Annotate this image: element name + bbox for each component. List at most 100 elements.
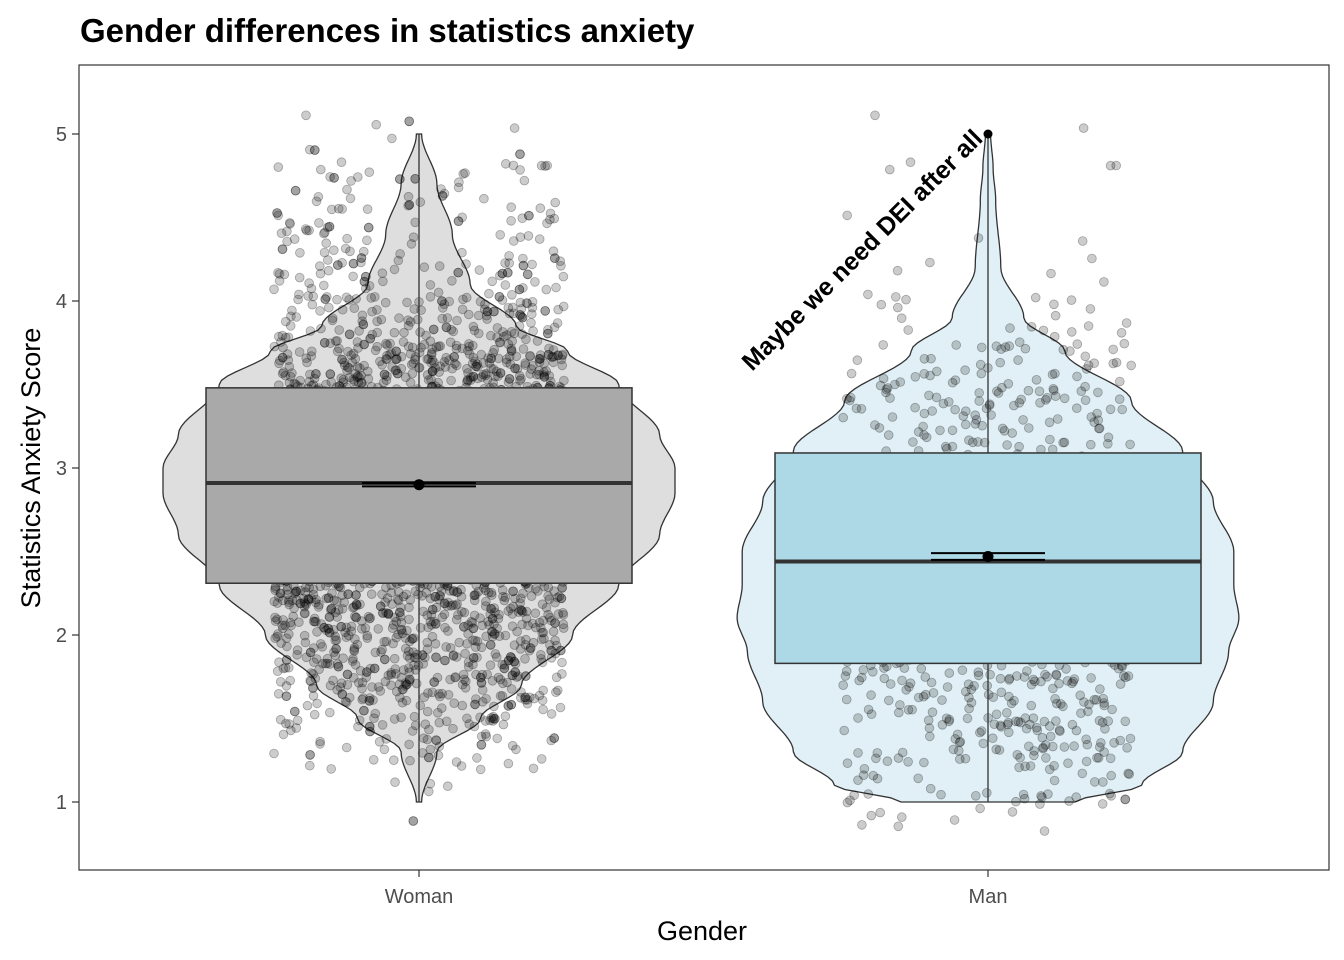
data-point <box>925 257 935 268</box>
data-point <box>1045 721 1055 731</box>
data-point <box>276 638 286 648</box>
data-point <box>558 610 569 620</box>
data-point <box>1040 740 1051 750</box>
data-point <box>1035 799 1045 809</box>
data-point <box>273 210 284 221</box>
data-point <box>331 644 341 654</box>
data-point <box>470 642 481 652</box>
data-point <box>489 628 500 639</box>
data-point <box>1002 440 1012 450</box>
data-point <box>928 688 939 698</box>
data-point <box>386 669 397 680</box>
data-point <box>404 200 415 210</box>
data-point <box>504 374 515 384</box>
data-point <box>314 218 324 228</box>
data-point <box>927 707 938 717</box>
data-point <box>275 676 286 687</box>
data-point <box>1067 327 1077 337</box>
data-point <box>474 265 485 275</box>
data-point <box>475 613 485 623</box>
data-point <box>346 626 357 636</box>
data-point <box>475 672 486 683</box>
data-point <box>516 605 527 616</box>
data-point <box>462 377 472 387</box>
data-point <box>348 258 359 269</box>
data-point <box>365 663 376 674</box>
data-point <box>306 346 317 357</box>
data-point <box>503 606 514 616</box>
data-point <box>493 371 503 382</box>
data-point <box>277 623 288 634</box>
y-axis: 1 2 3 4 5 <box>56 124 79 814</box>
data-point <box>363 222 374 233</box>
data-point <box>292 649 302 660</box>
data-point <box>301 110 311 121</box>
data-point <box>557 582 567 593</box>
data-point <box>397 697 408 708</box>
data-point <box>540 306 550 316</box>
data-point <box>426 374 436 385</box>
data-point <box>332 260 343 270</box>
data-point <box>328 245 339 256</box>
data-point <box>523 231 534 241</box>
data-point <box>1065 346 1075 356</box>
data-point <box>404 739 414 750</box>
data-point <box>494 291 505 302</box>
data-point <box>457 212 468 223</box>
data-point <box>391 365 401 376</box>
data-point <box>1007 428 1017 438</box>
data-point <box>332 260 343 270</box>
data-point <box>315 306 325 316</box>
data-point <box>319 227 330 238</box>
data-point <box>552 685 563 696</box>
data-point <box>974 388 984 398</box>
data-point <box>557 360 567 371</box>
data-point <box>476 372 487 382</box>
data-point <box>358 693 369 703</box>
data-point <box>486 713 497 723</box>
data-point <box>291 586 302 597</box>
data-point <box>392 354 402 364</box>
data-point <box>540 306 550 316</box>
data-point <box>1108 344 1118 355</box>
data-point <box>462 713 472 724</box>
data-point <box>398 684 408 695</box>
data-point <box>1055 726 1065 736</box>
data-point <box>284 361 295 372</box>
data-point <box>451 360 462 371</box>
data-point <box>844 395 855 406</box>
data-point <box>931 392 942 403</box>
data-point <box>557 657 567 668</box>
data-point <box>393 587 404 597</box>
data-point <box>394 607 405 618</box>
data-point <box>459 607 470 618</box>
data-point <box>304 376 315 387</box>
data-point <box>409 304 420 314</box>
data-point <box>1031 374 1042 385</box>
data-point <box>535 203 546 214</box>
data-point <box>515 297 526 308</box>
data-point <box>473 310 484 321</box>
data-point <box>1105 788 1115 799</box>
data-point <box>507 609 518 619</box>
data-point <box>311 196 322 207</box>
data-point <box>448 600 458 610</box>
data-point <box>516 304 527 314</box>
data-point <box>336 621 347 632</box>
data-point <box>985 669 995 680</box>
data-point <box>324 612 335 622</box>
data-point <box>330 631 341 642</box>
data-point <box>1028 674 1039 685</box>
data-point <box>908 437 918 447</box>
data-point <box>1048 383 1059 394</box>
data-point <box>349 376 360 386</box>
data-point <box>501 354 512 365</box>
data-point <box>503 758 514 769</box>
data-point <box>276 337 286 347</box>
data-point <box>402 297 412 308</box>
data-point <box>1014 337 1025 348</box>
data-point <box>960 365 970 376</box>
data-point <box>370 647 381 658</box>
data-point <box>469 610 480 621</box>
data-point <box>467 340 478 351</box>
